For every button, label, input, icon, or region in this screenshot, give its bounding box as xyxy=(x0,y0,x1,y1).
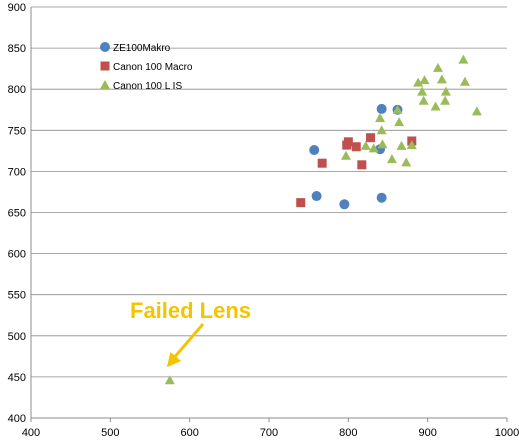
data-point xyxy=(376,125,387,135)
data-point xyxy=(459,76,470,86)
data-point xyxy=(377,139,388,149)
data-point xyxy=(392,104,403,114)
y-tick-label: 500 xyxy=(8,331,26,343)
legend-marker xyxy=(100,80,110,89)
legend-marker xyxy=(100,42,110,52)
x-tick-label: 800 xyxy=(339,427,357,439)
data-point xyxy=(366,133,376,143)
annotation-text: Failed Lens xyxy=(130,298,251,323)
legend-label: Canon 100 L IS xyxy=(113,81,182,92)
points-layer xyxy=(164,54,482,385)
x-tick-label: 1000 xyxy=(495,427,519,439)
legend-label: Canon 100 Macro xyxy=(113,62,193,73)
y-tick-label: 750 xyxy=(8,125,26,137)
axis-layer: 400 450 500 550 600 650 700 750 800 850 900 400 500 6… xyxy=(8,2,519,439)
data-point xyxy=(430,101,441,111)
series-2 xyxy=(164,54,482,385)
data-point xyxy=(436,74,447,84)
data-point xyxy=(164,375,175,385)
annotation-layer: Failed Lens xyxy=(130,298,251,368)
data-point xyxy=(396,140,407,150)
data-point xyxy=(368,143,379,153)
data-point xyxy=(375,112,386,122)
data-point xyxy=(386,154,397,164)
data-point xyxy=(406,140,417,150)
data-point xyxy=(417,86,428,96)
annotation-arrow-shaft xyxy=(171,323,205,361)
data-point xyxy=(401,157,412,167)
y-tick-label: 650 xyxy=(8,208,26,220)
legend-label: ZE100Makro xyxy=(113,43,171,54)
x-tick-label: 900 xyxy=(418,427,436,439)
data-point xyxy=(340,150,351,160)
data-point xyxy=(394,117,405,127)
data-point xyxy=(471,106,482,116)
x-tick-label: 500 xyxy=(101,427,119,439)
data-point xyxy=(311,191,322,202)
data-point xyxy=(376,103,387,114)
data-point xyxy=(317,158,327,168)
y-tick-label: 700 xyxy=(8,166,26,178)
y-tick-label: 800 xyxy=(8,84,26,96)
legend-marker xyxy=(100,61,110,71)
data-point xyxy=(376,192,387,203)
series-0 xyxy=(309,103,403,210)
data-point xyxy=(339,199,350,210)
y-tick-label: 400 xyxy=(8,413,26,425)
data-point xyxy=(419,75,430,85)
data-point xyxy=(357,160,367,170)
data-point xyxy=(440,95,451,105)
data-point xyxy=(309,145,320,156)
y-tick-label: 850 xyxy=(8,43,26,55)
data-point xyxy=(360,140,371,150)
data-point xyxy=(343,137,353,147)
data-point xyxy=(296,198,306,208)
y-tick-label: 600 xyxy=(8,249,26,261)
y-tick-label: 900 xyxy=(8,2,26,14)
data-point xyxy=(432,62,443,72)
x-tick-label: 700 xyxy=(260,427,278,439)
legend: ZE100Makro Canon 100 Macro Canon 100 L IS xyxy=(100,42,193,92)
x-tick-label: 400 xyxy=(22,427,40,439)
data-point xyxy=(418,95,429,105)
data-point xyxy=(413,77,424,87)
annotation-arrow-head xyxy=(166,351,182,368)
y-tick-label: 450 xyxy=(8,372,26,384)
grid-layer xyxy=(31,6,507,419)
y-tick-label: 550 xyxy=(8,290,26,302)
data-point xyxy=(440,86,451,96)
data-point xyxy=(351,142,361,152)
data-point xyxy=(458,54,469,64)
x-tick-label: 600 xyxy=(180,427,198,439)
